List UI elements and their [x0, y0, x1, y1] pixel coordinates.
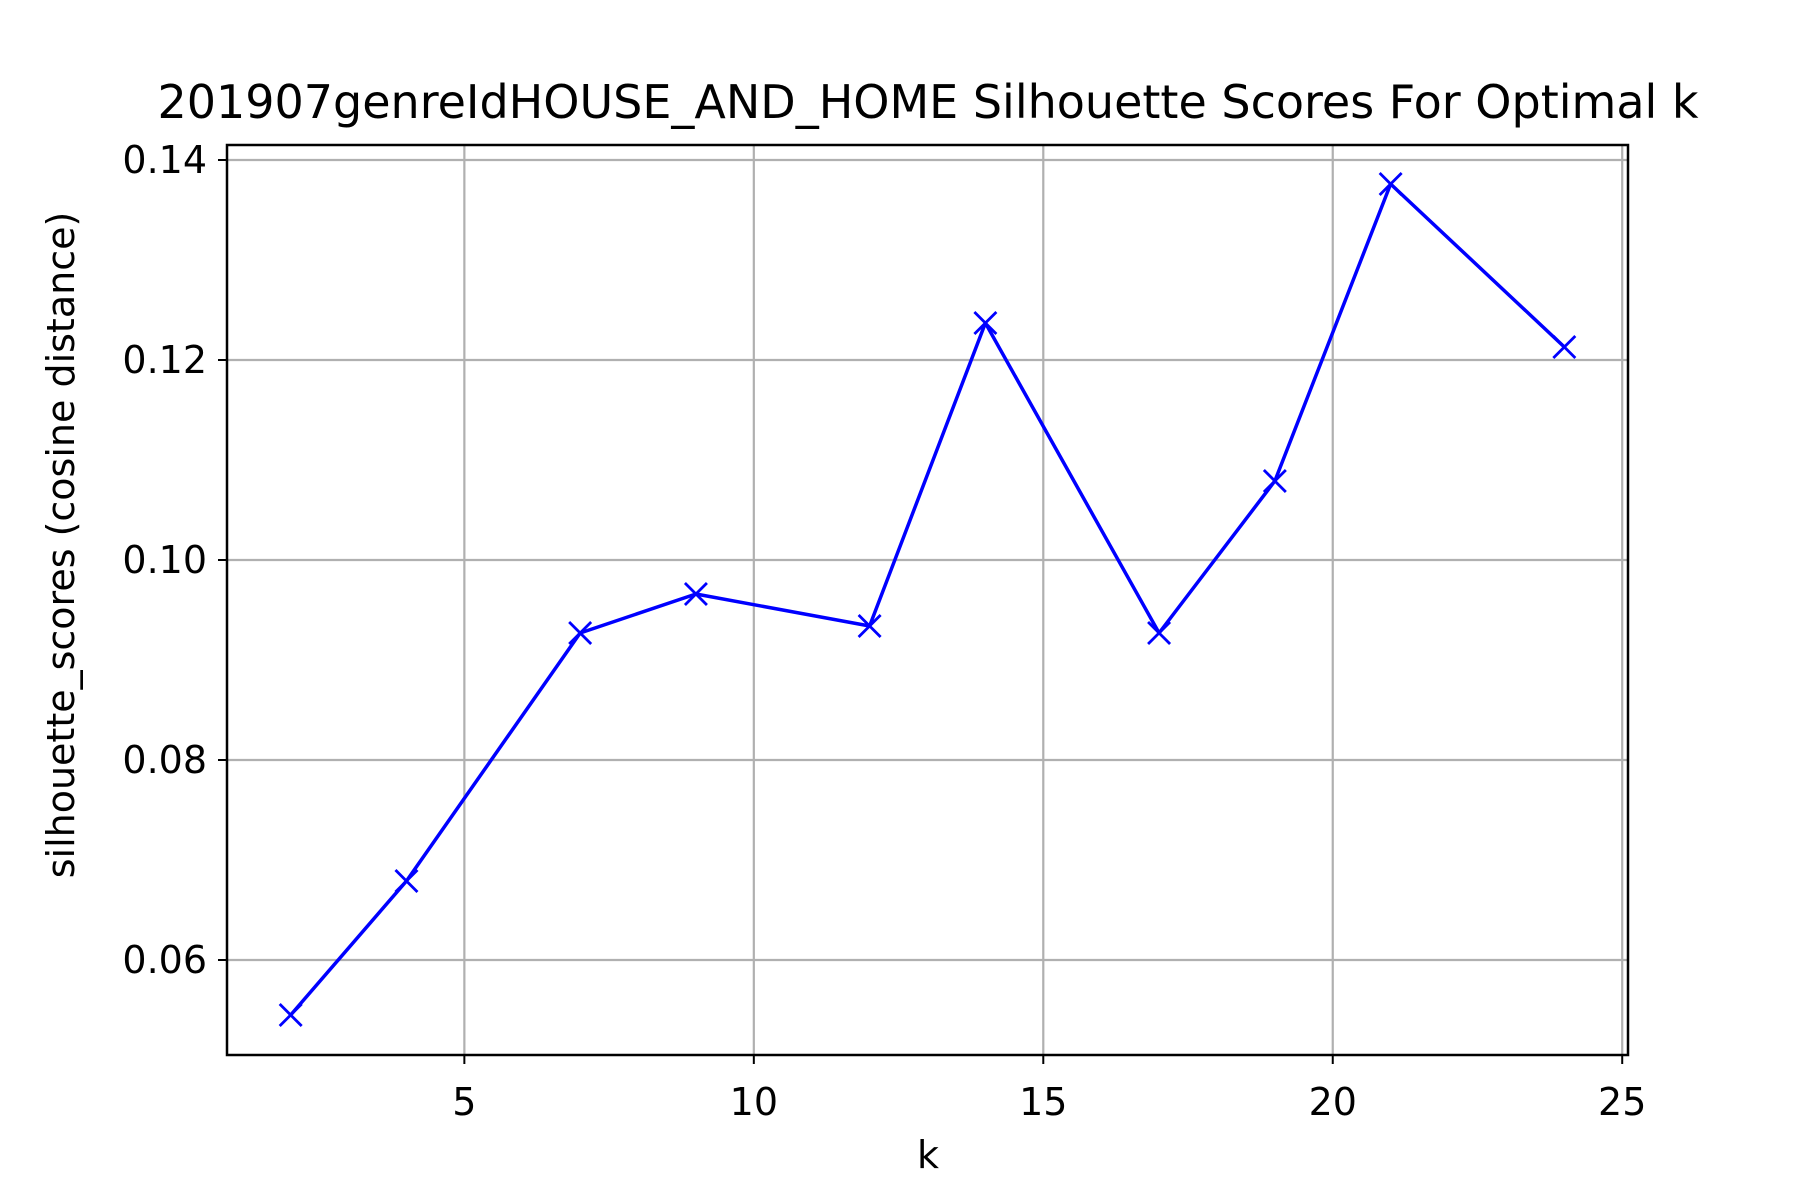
- data-point-marker: [1378, 172, 1403, 196]
- y-tick-label: 0.06: [122, 938, 207, 982]
- y-tick-label: 0.10: [122, 538, 207, 582]
- x-tick-label: 15: [1019, 1080, 1067, 1124]
- series-layer: [278, 172, 1577, 1027]
- y-tick-label: 0.14: [122, 138, 207, 182]
- axis-ticks: 5 10 15 20 25 0.06 0.08 0.10 0.12 0.14: [122, 138, 1646, 1124]
- grid-lines: [227, 145, 1628, 1055]
- y-tick-label: 0.08: [122, 738, 207, 782]
- x-tick-label: 5: [452, 1080, 476, 1124]
- x-axis-label: k: [917, 1133, 939, 1177]
- data-point-marker: [973, 311, 998, 335]
- x-tick-label: 25: [1598, 1080, 1646, 1124]
- data-point-marker: [394, 869, 419, 893]
- x-tick-label: 10: [730, 1080, 778, 1124]
- chart-title: 201907genreIdHOUSE_AND_HOME Silhouette S…: [157, 75, 1698, 129]
- data-point-marker: [568, 621, 593, 645]
- y-tick-label: 0.12: [122, 338, 207, 382]
- data-point-marker: [1552, 335, 1577, 359]
- data-point-marker: [683, 582, 708, 606]
- data-point-marker: [278, 1003, 303, 1027]
- x-tick-label: 20: [1309, 1080, 1357, 1124]
- data-point-marker: [1262, 469, 1287, 493]
- series-line: [289, 182, 1566, 1017]
- plot-area-frame: [225, 143, 1630, 1057]
- y-axis-label: silhouette_scores (cosine distance): [39, 212, 83, 879]
- data-point-marker: [1147, 621, 1172, 645]
- data-point-marker: [857, 614, 882, 638]
